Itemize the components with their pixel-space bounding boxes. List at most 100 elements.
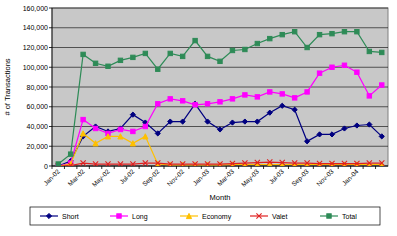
x-tick (251, 166, 252, 169)
x-tick-label: Jan-04 (341, 167, 360, 186)
chart: 020,00040,00060,00080,000100,000120,0001… (0, 0, 397, 236)
marker (280, 92, 284, 96)
x-tick (338, 166, 339, 169)
marker (180, 161, 185, 166)
marker (367, 160, 372, 165)
marker (217, 127, 222, 132)
marker (230, 120, 235, 125)
x-tick (201, 166, 202, 169)
y-tick-label: 20,000 (27, 143, 49, 150)
marker (342, 63, 346, 67)
marker (193, 161, 198, 166)
x-tick-label: Jul-03 (267, 167, 285, 185)
y-tick (49, 67, 52, 68)
marker (118, 161, 123, 166)
marker (118, 127, 122, 131)
marker (317, 32, 321, 36)
marker (106, 64, 110, 68)
marker (81, 117, 85, 121)
x-tick (139, 166, 140, 169)
marker (380, 50, 384, 54)
marker (367, 94, 371, 98)
y-tick (49, 126, 52, 127)
marker (205, 102, 209, 106)
marker (193, 101, 198, 106)
legend-label: Economy (202, 213, 232, 221)
marker (130, 141, 135, 146)
x-tick (263, 166, 264, 169)
marker (329, 132, 334, 137)
x-axis-title: Month (210, 193, 231, 202)
marker (355, 70, 359, 74)
x-tick (238, 166, 239, 169)
legend: ShortLongEconomyValetTotal (30, 207, 380, 225)
x-tick-label: Nov-02 (166, 167, 186, 187)
x-tick (288, 166, 289, 169)
marker (330, 31, 334, 35)
y-tick (49, 166, 52, 167)
marker (355, 30, 359, 34)
marker (255, 95, 259, 99)
marker (305, 139, 310, 144)
marker (218, 100, 222, 104)
y-tick-label: 40,000 (27, 123, 49, 130)
x-tick-label: May-03 (240, 167, 261, 188)
x-tick (101, 166, 102, 169)
grid-line (52, 27, 388, 28)
marker (93, 161, 98, 166)
x-tick-label: Jan-02 (42, 167, 61, 186)
x-tick (114, 166, 115, 169)
x-tick (76, 166, 77, 169)
y-tick (49, 87, 52, 88)
grid-line (52, 87, 388, 88)
marker (230, 48, 234, 52)
x-tick (64, 166, 65, 169)
x-tick (313, 166, 314, 169)
marker (242, 160, 247, 165)
x-tick (151, 166, 152, 169)
y-tick (49, 8, 52, 9)
legend-label: Total (342, 213, 357, 220)
y-tick (49, 27, 52, 28)
marker (267, 110, 272, 115)
marker (317, 71, 321, 75)
marker (193, 38, 197, 42)
marker (330, 65, 334, 69)
y-tick (49, 146, 52, 147)
marker (68, 152, 72, 156)
x-tick-label: Sep-03 (290, 167, 311, 188)
marker (317, 161, 322, 166)
legend-marker (186, 213, 191, 218)
x-tick (164, 166, 165, 169)
marker (218, 59, 222, 63)
marker (292, 96, 296, 100)
marker (118, 58, 122, 62)
marker (168, 119, 173, 124)
marker (68, 163, 73, 166)
marker (267, 159, 272, 164)
marker (255, 160, 260, 165)
marker (131, 55, 135, 59)
marker (81, 52, 85, 56)
series-line (58, 32, 382, 164)
y-tick-label: 80,000 (27, 84, 49, 91)
marker (81, 160, 86, 165)
marker (180, 119, 185, 124)
marker (242, 119, 247, 124)
marker (255, 41, 259, 45)
x-tick-label: Jan-03 (191, 167, 210, 186)
marker (342, 30, 346, 34)
marker (118, 126, 123, 131)
x-tick (126, 166, 127, 169)
y-axis (52, 8, 53, 166)
y-tick-label: 60,000 (27, 103, 49, 110)
marker (280, 103, 285, 108)
y-tick-label: 0 (44, 163, 48, 170)
marker (168, 51, 172, 55)
marker (379, 134, 384, 139)
marker (105, 161, 110, 166)
series-group (56, 30, 385, 167)
x-tick (375, 166, 376, 169)
x-tick (89, 166, 90, 169)
marker (230, 97, 234, 101)
